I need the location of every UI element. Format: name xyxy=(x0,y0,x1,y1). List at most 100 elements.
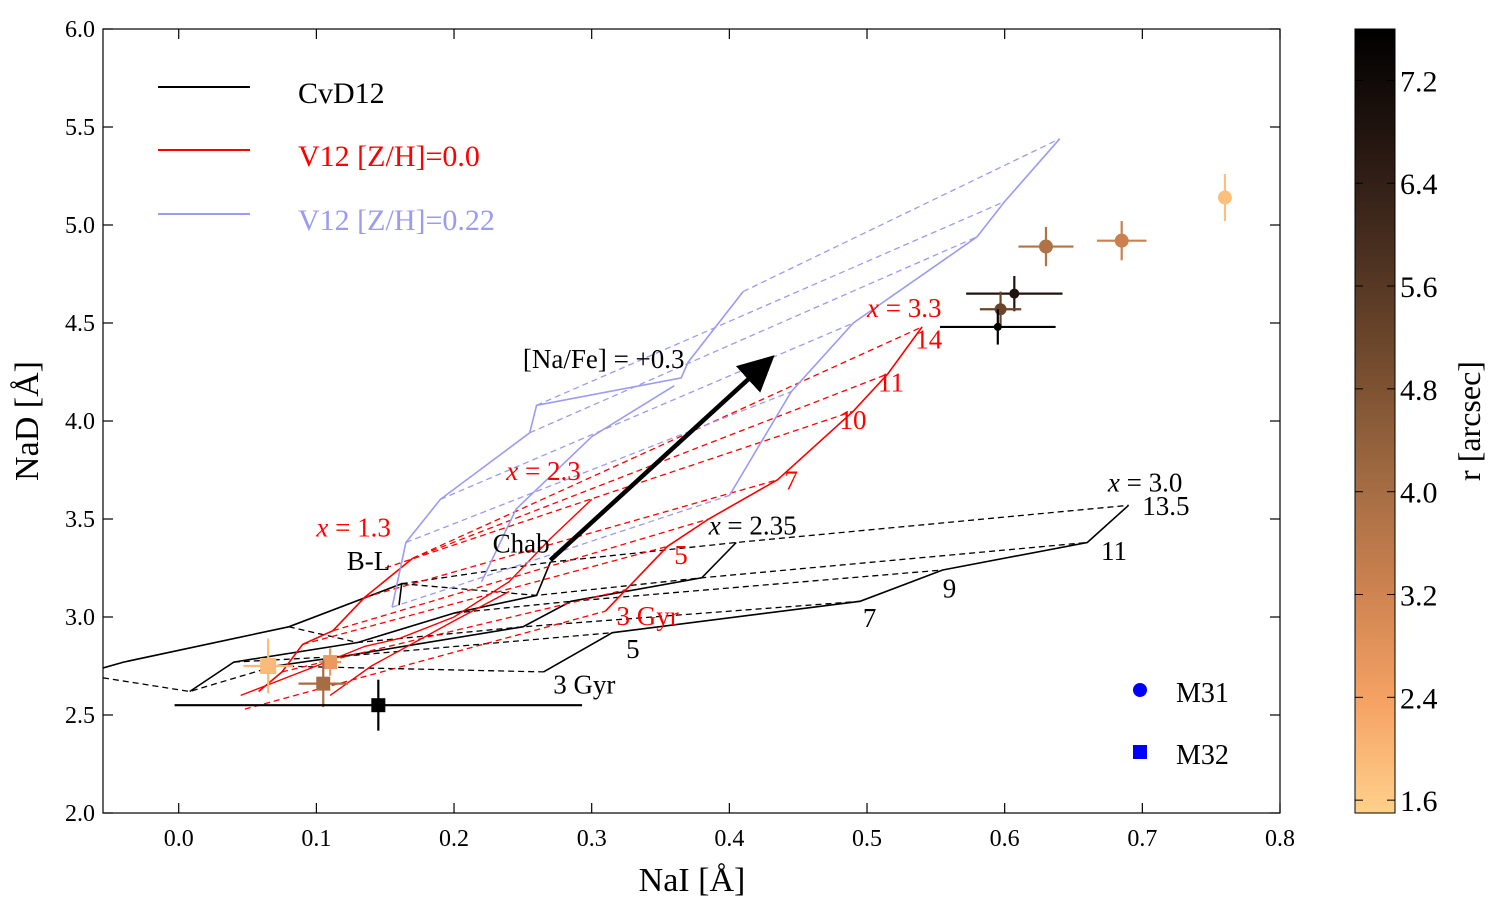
y-tick-label-8: 6.0 xyxy=(65,17,95,43)
grid-label-13: 14 xyxy=(915,325,943,355)
m32-point-0 xyxy=(260,658,277,674)
v12-z022-dashed-line-4 xyxy=(536,200,1005,406)
axis-ticks: 0.0 0.1 0.2 0.3 0.4 0.5 0.6 0.7 0.8 2.0 2.5 3.0 3.5 4… xyxy=(65,17,1295,852)
colorbar-label: r [arcsec] xyxy=(1451,361,1487,481)
grid-label-14: 11 xyxy=(878,368,904,398)
v12-z0-dashed-line-0 xyxy=(244,610,606,710)
y-tick-label-0: 2.0 xyxy=(65,801,95,827)
x-tick-label-7: 0.7 xyxy=(1127,826,1157,852)
grid-label-15: 10 xyxy=(840,405,867,435)
y-tick-label-6: 5.0 xyxy=(65,213,95,239)
v12-z0-dashed-line-2 xyxy=(302,545,668,646)
y-tick-label-7: 5.5 xyxy=(65,115,95,141)
cvd12-dashed-line-0 xyxy=(103,665,544,693)
legend-marker-m31 xyxy=(1133,683,1147,697)
cvd12-track-1 xyxy=(189,561,552,693)
v12-z0-track-0 xyxy=(258,557,414,693)
legend-label-cvd12: CvD12 xyxy=(298,77,385,110)
x-tick-label-6: 0.6 xyxy=(990,826,1020,852)
colorbar-tick-label-6: 6.4 xyxy=(1400,168,1438,201)
v12-z0-dashed-line-3 xyxy=(332,518,709,632)
colorbar-tick-label-3: 4.0 xyxy=(1400,477,1438,510)
colorbar-tick-label-4: 4.8 xyxy=(1400,374,1438,407)
colorbar-tick-label-0: 1.6 xyxy=(1400,785,1438,818)
arrow-label: [Na/Fe] = +0.3 xyxy=(523,344,685,374)
grid-label-9: 3 Gyr xyxy=(553,669,615,699)
colorbar-ticks: 1.6 2.4 3.2 4.0 4.8 5.6 6.4 7.2 xyxy=(1355,65,1438,818)
v12-z022-model-grid xyxy=(391,138,1061,608)
grid-label-8: 5 xyxy=(626,634,640,664)
cvd12-dashed-line-4 xyxy=(401,541,1088,597)
m31-point-0 xyxy=(1038,239,1053,254)
legend-label-m32: M32 xyxy=(1176,740,1229,771)
m32-point-2 xyxy=(316,676,331,691)
colorbar: 1.6 2.4 3.2 4.0 4.8 5.6 6.4 7.2 r [arcsec] xyxy=(1354,28,1487,818)
colorbar-fill xyxy=(1354,28,1396,814)
m31-point-1 xyxy=(1114,233,1129,248)
v12-z0-solid-line-1 xyxy=(329,590,510,696)
m31-point-5 xyxy=(993,322,1002,331)
v12-z0-dashed-line-1 xyxy=(281,588,627,673)
m31-point-3 xyxy=(1009,288,1020,299)
legend-label-v12-z0: V12 [Z/H]=0.0 xyxy=(298,140,480,173)
marker-legend: M31 M32 xyxy=(1133,678,1229,771)
y-tick-label-3: 3.5 xyxy=(65,507,95,533)
grid-label-10: x = 1.3 xyxy=(315,513,390,543)
na-fe-arrow: [Na/Fe] = +0.3 xyxy=(523,344,775,562)
v12-z022-track-1 xyxy=(728,138,1061,496)
m32-point-1 xyxy=(323,655,338,670)
y-tick-label-1: 2.5 xyxy=(65,703,95,729)
grid-label-16: 7 xyxy=(784,466,798,496)
legend-label-m31: M31 xyxy=(1176,678,1229,709)
x-tick-label-8: 0.8 xyxy=(1265,826,1295,852)
v12-z022-dashed-line-1 xyxy=(405,390,792,544)
x-tick-label-4: 0.4 xyxy=(714,826,744,852)
m31-point-4 xyxy=(994,303,1007,316)
grid-label-5: 11 xyxy=(1101,536,1127,566)
v12-z022-dashed-line-3 xyxy=(529,236,978,434)
grid-label-7: 7 xyxy=(863,603,877,633)
m31-point-2 xyxy=(1217,190,1232,205)
y-tick-label-4: 4.0 xyxy=(65,409,95,435)
grid-label-2: x = 2.35 xyxy=(708,511,797,541)
legend: CvD12 V12 [Z/H]=0.0 V12 [Z/H]=0.22 xyxy=(158,77,495,237)
grid-label-0: B-L xyxy=(347,546,391,576)
colorbar-tick-label-7: 7.2 xyxy=(1400,65,1438,98)
x-tick-label-1: 0.1 xyxy=(301,826,331,852)
v12-z022-track-0 xyxy=(391,291,744,608)
grid-label-6: 9 xyxy=(943,573,957,603)
x-tick-label-2: 0.2 xyxy=(439,826,469,852)
data-points xyxy=(174,174,1232,731)
grid-label-11: x = 2.3 xyxy=(505,456,580,486)
x-tick-label-5: 0.5 xyxy=(852,826,882,852)
grid-label-18: 3 Gyr xyxy=(617,601,679,631)
plot-frame xyxy=(102,28,1281,814)
x-tick-label-3: 0.3 xyxy=(577,826,607,852)
y-tick-label-5: 4.5 xyxy=(65,311,95,337)
y-tick-label-2: 3.0 xyxy=(65,605,95,631)
cvd12-track-3 xyxy=(543,504,1130,673)
grid-label-12: x = 3.3 xyxy=(866,293,941,323)
v12-z0-dashed-line-7 xyxy=(412,326,923,559)
legend-label-v12-z022: V12 [Z/H]=0.22 xyxy=(298,204,495,237)
v12-z0-dashed-line-5 xyxy=(384,410,854,569)
grid-label-4: 13.5 xyxy=(1142,491,1189,521)
colorbar-tick-label-2: 3.2 xyxy=(1400,580,1438,613)
y-axis-label: NaD [Å] xyxy=(9,361,46,481)
colorbar-tick-label-1: 2.4 xyxy=(1400,682,1438,715)
v12-z022-dashed-line-5 xyxy=(742,138,1060,293)
colorbar-tick-label-5: 5.6 xyxy=(1400,271,1438,304)
grid-label-17: 5 xyxy=(674,540,688,570)
arrow-shaft xyxy=(548,355,775,562)
v12-z0-track-1 xyxy=(604,326,923,612)
cvd12-track-0 xyxy=(103,582,403,669)
x-tick-label-0: 0.0 xyxy=(164,826,194,852)
v12-z022-dashed-line-2 xyxy=(440,322,854,500)
grid-label-1: Chab xyxy=(493,528,550,558)
v12-z022-track-2 xyxy=(480,385,675,583)
grid-label-3: x = 3.0 xyxy=(1107,468,1182,498)
m32-point-3 xyxy=(371,698,386,713)
